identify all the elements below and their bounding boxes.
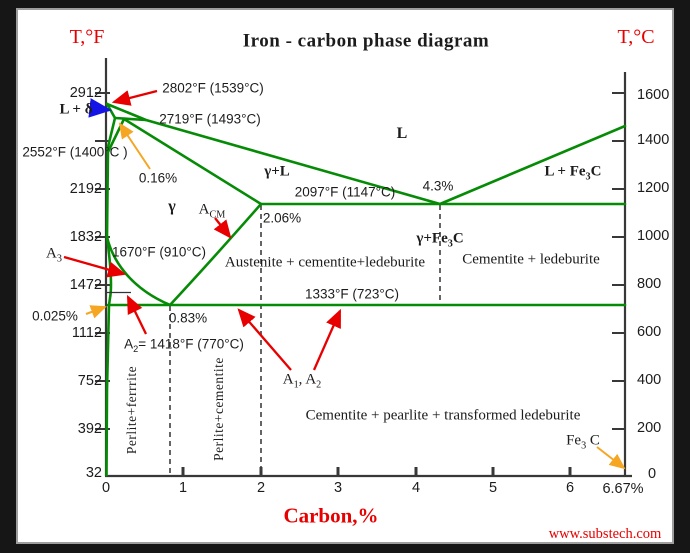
- page-title: Iron - carbon phase diagram: [242, 30, 490, 52]
- tick-label-1pct: 1: [178, 480, 188, 496]
- tick-label-800C: 800: [637, 275, 662, 292]
- tick-label-1600C: 1600: [637, 86, 670, 103]
- tick-label-2pct: 2: [256, 480, 266, 496]
- tick-label-1200C: 1200: [637, 179, 670, 196]
- right-axis-ticks: [612, 92, 625, 430]
- label-fe3c: Fe3 C: [566, 432, 600, 452]
- peritectic-segment: [113, 116, 148, 122]
- tick-label-5pct: 5: [488, 480, 498, 496]
- region-label-liquid: L: [396, 125, 408, 142]
- label-a3: A3: [46, 245, 62, 265]
- region-label-gamma-fe3c: γ+Fe3C: [416, 230, 464, 250]
- tick-label-1832F: 1832: [69, 228, 102, 245]
- x-axis-label: Carbon,%: [283, 503, 379, 528]
- tick-label-400C: 400: [637, 371, 662, 388]
- tick-label-0C: 0: [648, 465, 657, 482]
- tick-label-0pct: 0: [101, 480, 111, 496]
- tick-label-3pct: 3: [333, 480, 343, 496]
- callout-a2-1418F: A2= 1418°F (770°C): [124, 336, 244, 354]
- callout-0.83pct: 0.83%: [168, 310, 208, 326]
- tick-label-6.67pct: 6.67%: [602, 481, 644, 497]
- callout-0.025pct: 0.025%: [32, 308, 78, 324]
- watermark: www.substech.com: [548, 525, 662, 542]
- region-label-cementite-pearlite: Cementite + pearlite + transformed ledeb…: [305, 407, 581, 424]
- arrow-acm: [213, 217, 232, 239]
- arrow-a1a2-left: [237, 308, 292, 371]
- callout-2719F: 2719°F (1493°C): [159, 111, 261, 127]
- callout-2802F: 2802°F (1539°C): [162, 80, 264, 96]
- tick-label-1472F: 1472: [69, 276, 102, 293]
- liquidus-right-line: [438, 124, 627, 206]
- tick-label-1000C: 1000: [637, 227, 670, 244]
- left-axis-label: T,°F: [69, 26, 105, 48]
- label-acm: ACM: [198, 201, 226, 221]
- region-label-perlite-ferrite: Perlite+ferrrite: [124, 365, 139, 455]
- callout-1333F: 1333°F (723°C): [304, 286, 400, 302]
- arrow-a3: [63, 255, 127, 278]
- callout-4.3pct: 4.3%: [422, 178, 454, 194]
- callout-0.16pct: 0.16%: [138, 170, 178, 186]
- arrow-to-iron-melting-point: [111, 89, 158, 106]
- callout-2552F: 2552°F (1400°C ): [22, 144, 128, 160]
- tick-label-4pct: 4: [411, 480, 421, 496]
- arrow-fe3c-6.67pct: [596, 446, 626, 470]
- arrow-0.025pct: [85, 305, 107, 319]
- tick-label-752F: 752: [77, 372, 102, 389]
- tick-label-6pct: 6: [565, 480, 575, 496]
- arrow-l-delta: [88, 98, 112, 118]
- callout-1670F: 1670°F (910°C): [111, 244, 207, 260]
- region-label-l-fe3c: L + Fe3C: [544, 163, 602, 183]
- left-axis-ticks: [95, 92, 110, 430]
- region-label-cementite-ledeburite: Cementite + ledeburite: [462, 251, 600, 268]
- tick-label-2912F: 2912: [69, 84, 102, 101]
- region-label-gamma-l: γ+L: [264, 163, 290, 180]
- x-axis-ticks: [181, 467, 572, 476]
- arrow-peritectic-0.16pct: [118, 122, 151, 170]
- callout-2097F: 2097°F (1147°C): [294, 184, 396, 200]
- right-axis-label: T,°C: [617, 26, 655, 48]
- region-label-gamma: γ: [168, 198, 176, 215]
- tick-label-32F: 32: [85, 464, 102, 481]
- tick-label-2192F: 2192: [69, 180, 102, 197]
- delta-gamma-wedge-left: [106, 116, 117, 151]
- region-label-l-delta: L + δ: [59, 101, 93, 118]
- acm-line: [168, 202, 263, 307]
- tick-label-1400C: 1400: [637, 131, 670, 148]
- label-a1-a2: A1, A2: [282, 371, 322, 391]
- arrow-a2-line: [126, 294, 148, 335]
- tick-label-200C: 200: [637, 419, 662, 436]
- tick-label-600C: 600: [637, 323, 662, 340]
- region-label-perlite-cementite: Perlite+cementite: [211, 357, 226, 461]
- region-label-austenite-mix: Austenite + cementite+ledeburite: [224, 254, 426, 271]
- gamma-solidus-line: [122, 117, 263, 206]
- tick-label-392F: 392: [77, 420, 102, 437]
- arrow-a1a2-right: [312, 308, 342, 371]
- callout-2.06pct: 2.06%: [262, 210, 302, 226]
- tick-label-1112F: 1112: [71, 324, 102, 341]
- ferrite-axis-boundary: [105, 147, 113, 477]
